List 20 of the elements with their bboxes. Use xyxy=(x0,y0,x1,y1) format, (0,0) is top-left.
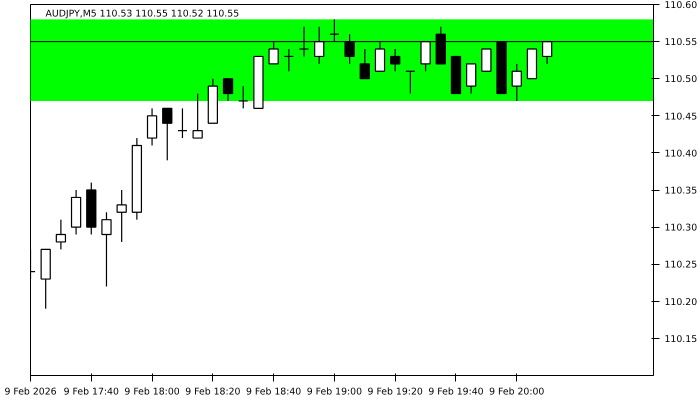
x-tick-label: 9 Feb 2026 xyxy=(4,386,57,398)
y-tick-label: 110.50 xyxy=(664,74,698,86)
x-tick-label: 9 Feb 18:00 xyxy=(124,386,180,398)
ref-line-label: 110.55 xyxy=(664,37,698,48)
x-tick-label: 9 Feb 19:00 xyxy=(306,386,362,398)
y-tick-label: 110.30 xyxy=(664,222,698,234)
x-tick-label: 9 Feb 18:20 xyxy=(185,386,241,398)
x-tick-label: 9 Feb 19:20 xyxy=(368,386,423,398)
y-tick-label: 110.40 xyxy=(664,148,698,160)
x-tick-label: 9 Feb 17:40 xyxy=(64,386,119,398)
x-tick-label: 9 Feb 19:40 xyxy=(428,386,484,398)
y-tick-label: 110.60 xyxy=(664,0,698,11)
y-tick-label: 110.25 xyxy=(664,260,698,271)
x-tick-label: 9 Feb 18:40 xyxy=(246,386,302,398)
y-tick-label: 110.35 xyxy=(664,186,698,196)
y-tick-label: 110.20 xyxy=(664,296,698,308)
y-tick-label: 110.45 xyxy=(664,111,698,122)
x-tick-label: 9 Feb 20:00 xyxy=(489,386,544,398)
y-tick-label: 110.15 xyxy=(664,334,698,345)
text: AUDJPY,M5 110.53 110.55 110.52 110.55 xyxy=(46,8,240,20)
